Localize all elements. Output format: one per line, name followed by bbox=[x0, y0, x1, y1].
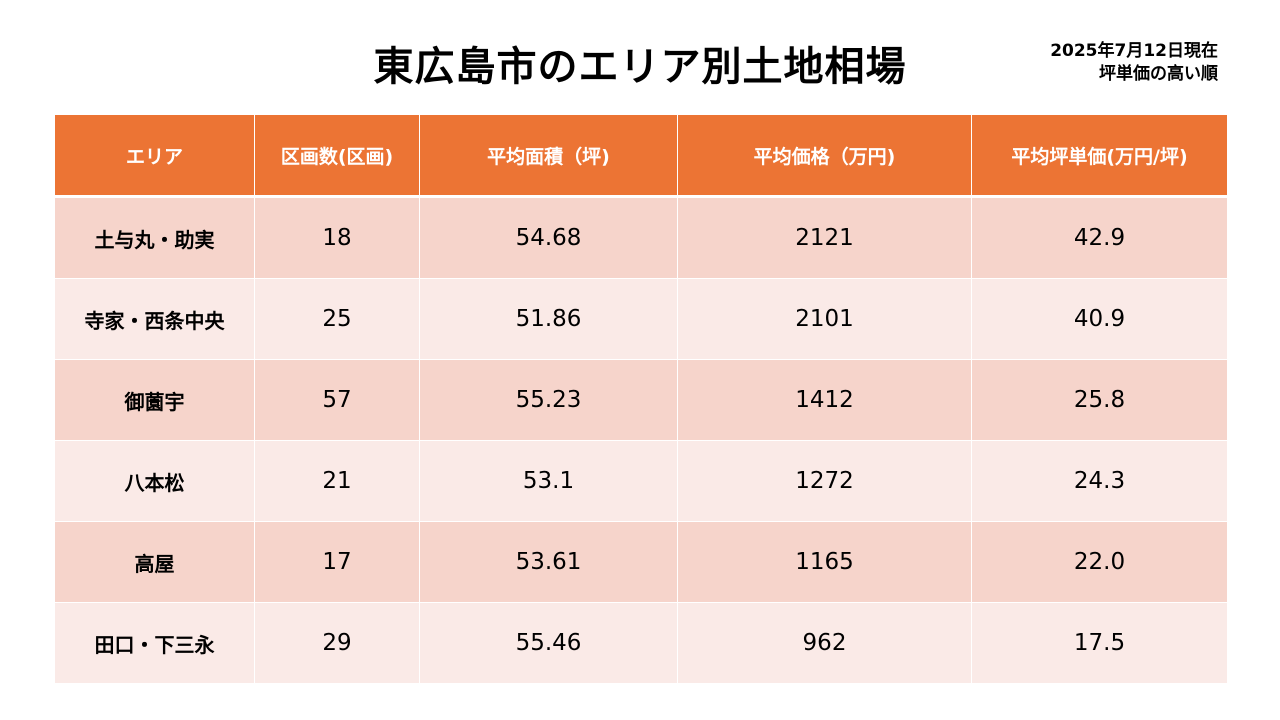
table-header: エリア 区画数(区画) 平均面積（坪) 平均価格（万円) 平均坪単価(万円/坪) bbox=[54, 114, 1228, 198]
cell-area: 寺家・西条中央 bbox=[54, 278, 255, 360]
cell-avg-unit-price: 25.8 bbox=[971, 359, 1228, 441]
table-body: 土与丸・助実 18 54.68 2121 42.9 寺家・西条中央 25 51.… bbox=[54, 196, 1228, 684]
cell-lot-count: 21 bbox=[254, 440, 420, 522]
cell-avg-area: 55.46 bbox=[419, 602, 678, 684]
cell-avg-area: 53.61 bbox=[419, 521, 678, 603]
cell-avg-price: 1412 bbox=[677, 359, 972, 441]
cell-avg-area: 55.23 bbox=[419, 359, 678, 441]
table-row: 御薗宇 57 55.23 1412 25.8 bbox=[54, 359, 1228, 441]
table-row: 土与丸・助実 18 54.68 2121 42.9 bbox=[54, 196, 1228, 279]
cell-area: 御薗宇 bbox=[54, 359, 255, 441]
header-area: エリア bbox=[54, 114, 255, 198]
header-avg-area: 平均面積（坪) bbox=[419, 114, 678, 198]
cell-avg-area: 53.1 bbox=[419, 440, 678, 522]
cell-avg-price: 1165 bbox=[677, 521, 972, 603]
table-row: 八本松 21 53.1 1272 24.3 bbox=[54, 440, 1228, 522]
header-avg-price: 平均価格（万円) bbox=[677, 114, 972, 198]
cell-lot-count: 57 bbox=[254, 359, 420, 441]
date-note: 2025年7月12日現在 坪単価の高い順 bbox=[1050, 40, 1218, 86]
page-title: 東広島市のエリア別土地相場 bbox=[373, 44, 907, 90]
cell-avg-price: 2121 bbox=[677, 196, 972, 279]
table-row: 高屋 17 53.61 1165 22.0 bbox=[54, 521, 1228, 603]
header-lot-count: 区画数(区画) bbox=[254, 114, 420, 198]
cell-area: 高屋 bbox=[54, 521, 255, 603]
cell-avg-price: 2101 bbox=[677, 278, 972, 360]
cell-lot-count: 17 bbox=[254, 521, 420, 603]
header-avg-unit-price: 平均坪単価(万円/坪) bbox=[971, 114, 1228, 198]
date-note-sort-order: 坪単価の高い順 bbox=[1099, 64, 1218, 84]
cell-avg-unit-price: 17.5 bbox=[971, 602, 1228, 684]
land-price-table: エリア 区画数(区画) 平均面積（坪) 平均価格（万円) 平均坪単価(万円/坪)… bbox=[54, 114, 1228, 684]
cell-avg-price: 962 bbox=[677, 602, 972, 684]
table-row: 田口・下三永 29 55.46 962 17.5 bbox=[54, 602, 1228, 684]
cell-lot-count: 18 bbox=[254, 196, 420, 279]
cell-avg-unit-price: 42.9 bbox=[971, 196, 1228, 279]
cell-area: 八本松 bbox=[54, 440, 255, 522]
header-row: エリア 区画数(区画) 平均面積（坪) 平均価格（万円) 平均坪単価(万円/坪) bbox=[54, 114, 1228, 198]
cell-avg-unit-price: 40.9 bbox=[971, 278, 1228, 360]
table-row: 寺家・西条中央 25 51.86 2101 40.9 bbox=[54, 278, 1228, 360]
date-note-date: 2025年7月12日現在 bbox=[1050, 41, 1218, 61]
cell-lot-count: 29 bbox=[254, 602, 420, 684]
cell-avg-area: 51.86 bbox=[419, 278, 678, 360]
cell-area: 田口・下三永 bbox=[54, 602, 255, 684]
cell-area: 土与丸・助実 bbox=[54, 196, 255, 279]
cell-lot-count: 25 bbox=[254, 278, 420, 360]
cell-avg-price: 1272 bbox=[677, 440, 972, 522]
cell-avg-unit-price: 22.0 bbox=[971, 521, 1228, 603]
cell-avg-unit-price: 24.3 bbox=[971, 440, 1228, 522]
cell-avg-area: 54.68 bbox=[419, 196, 678, 279]
